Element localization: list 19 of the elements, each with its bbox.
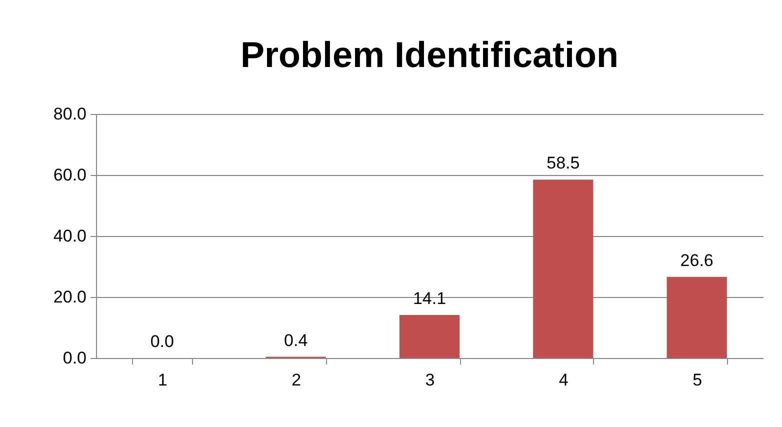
x-tick-label: 3 — [425, 370, 435, 390]
x-tick-label: 1 — [158, 370, 168, 390]
data-label: 58.5 — [546, 154, 580, 173]
data-label: 14.1 — [412, 288, 446, 308]
data-label: 26.6 — [680, 250, 714, 270]
bar — [533, 180, 594, 358]
bar — [666, 276, 727, 358]
x-tick-label: 2 — [292, 370, 302, 390]
chart-title: Problem Identification — [240, 34, 619, 75]
y-tick-label: 60.0 — [53, 166, 86, 184]
y-tick-label: 80.0 — [53, 104, 86, 124]
x-tick-label: 5 — [692, 370, 702, 390]
y-tick-label: 0.0 — [62, 348, 86, 368]
data-label: 0.4 — [284, 330, 308, 350]
bar — [399, 314, 460, 358]
y-tick-label: 20.0 — [53, 288, 86, 306]
x-tick-label: 4 — [558, 370, 568, 390]
data-label: 0.0 — [150, 332, 174, 351]
y-tick-label: 40.0 — [53, 226, 86, 246]
